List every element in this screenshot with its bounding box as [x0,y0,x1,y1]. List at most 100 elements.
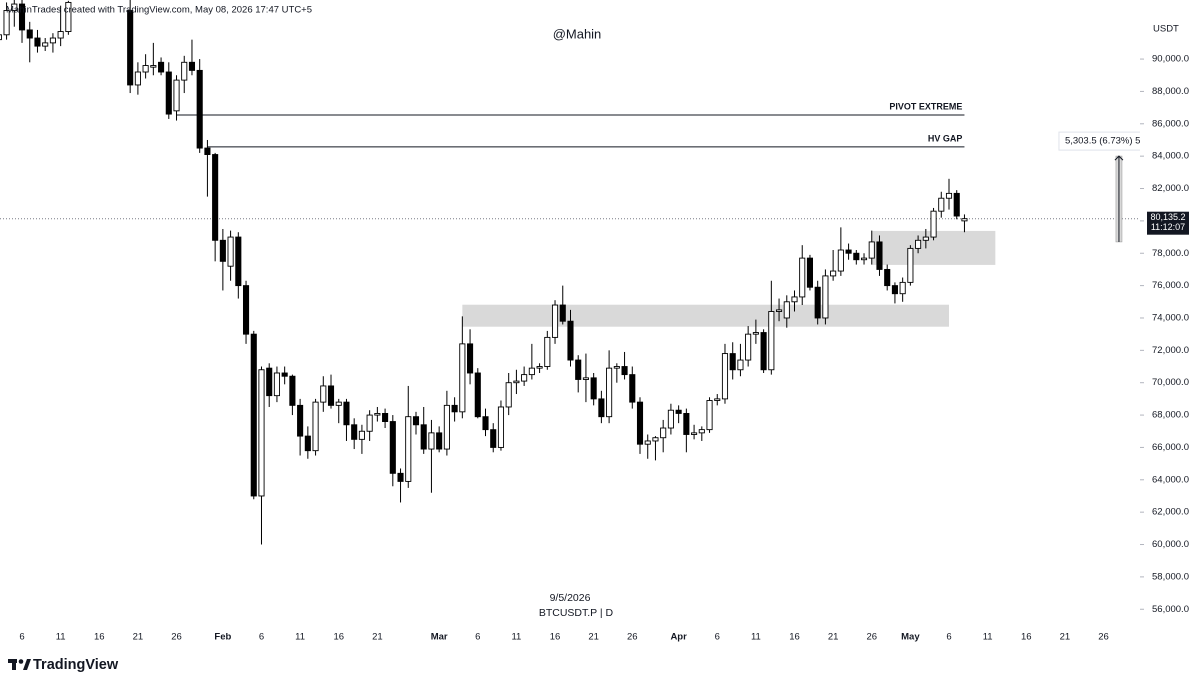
candle-body [250,333,257,497]
candle-body [482,416,489,431]
candle-body [227,236,234,267]
candle-body [698,429,705,434]
logo-icon [8,659,31,670]
x-tick-label: Apr [670,632,687,643]
candle-body [791,296,798,303]
candle-body [289,375,296,406]
level-label: PIVOT EXTREME [889,101,962,111]
level-label: HV GAP [928,133,963,143]
x-tick-label: 6 [19,632,24,643]
candle-body [783,301,790,319]
footer-date: 9/5/2026 [550,592,591,604]
zone [462,304,950,327]
measure-arrowhead [1114,155,1124,161]
candle-body [837,249,844,272]
candle-body [281,372,288,377]
candle-body [467,343,474,374]
candle-body [366,414,373,432]
x-tick-label: 11 [983,632,993,643]
candle-body [652,437,659,442]
y-tick-label: 70,000.0 [1152,377,1189,388]
candle-body [853,252,860,261]
candle-body [521,374,528,382]
candle-body [660,427,667,439]
x-tick-label: 21 [1060,632,1071,643]
candle-body [814,286,821,319]
measure-label: 5,303.5 (6.73%) 53,03 [1065,136,1159,147]
x-tick-label: 26 [171,632,182,643]
candle-body [513,380,520,384]
candle-body [443,404,450,450]
candle-body [65,1,72,33]
x-tick-label: 16 [789,632,800,643]
candle-body [938,197,945,212]
candle-body [490,429,497,448]
candle-body [582,377,589,380]
candle-body [675,409,682,414]
candle-body [312,401,319,452]
y-tick-label: 58,000.0 [1152,571,1189,582]
candle-body [459,343,466,413]
y-tick-label: 86,000.0 [1152,118,1189,129]
x-tick-label: 16 [550,632,561,643]
candle-body [57,31,64,39]
candle-body [953,192,960,217]
y-tick-label: 84,000.0 [1152,151,1189,162]
candle-body [266,367,273,397]
candle-body [212,154,219,241]
last-price-label: 80,135.2 [1150,212,1185,222]
candle-body [799,257,806,298]
x-tick-label: 21 [828,632,839,643]
candle-body [961,218,968,222]
candle-body [613,366,620,369]
footer-symbol: BTCUSDT.P | D [539,607,614,619]
candle-body [374,413,381,416]
candle-body [428,432,435,450]
candle-body [606,367,613,418]
candle-body [528,367,535,376]
x-tick-label: 6 [715,632,720,643]
x-tick-label: 6 [259,632,264,643]
candle-body [776,309,783,312]
x-tick-label: 21 [372,632,383,643]
y-axis-label: USDT [1153,24,1179,35]
x-tick-label: 26 [866,632,877,643]
header-text: MahinTrades created with TradingView.com… [6,5,312,16]
x-tick-label: Feb [214,632,231,643]
candle-body [0,34,2,41]
candle-body [706,400,713,431]
candle-body [219,239,226,262]
candle-body [451,404,458,413]
candle-body [621,366,628,376]
candle-body [420,424,427,450]
candle-body [351,424,358,440]
candle-body [845,249,852,254]
x-tick-label: 26 [1098,632,1109,643]
candle-body [474,372,481,418]
candle-body [258,369,265,497]
candle-body [181,61,188,81]
x-tick-label: 6 [946,632,951,643]
candle-body [806,257,814,288]
y-tick-label: 90,000.0 [1152,54,1189,65]
candle-body [134,71,141,86]
candle-body [745,333,752,361]
candle-body [11,3,18,11]
x-tick-label: 11 [56,632,66,643]
countdown-label: 11:12:07 [1151,222,1185,232]
y-tick-label: 64,000.0 [1152,474,1189,485]
candle-body [544,336,551,367]
candle-body [173,79,180,112]
candle-body [536,366,543,369]
y-tick-label: 76,000.0 [1152,280,1189,291]
candle-body [358,430,365,440]
candle-body [343,401,350,426]
candle-body [868,241,875,259]
candle-body [721,353,729,400]
y-tick-label: 62,000.0 [1152,507,1189,518]
candle-body [142,65,149,73]
candle-body [304,435,311,452]
candle-body [412,416,420,426]
